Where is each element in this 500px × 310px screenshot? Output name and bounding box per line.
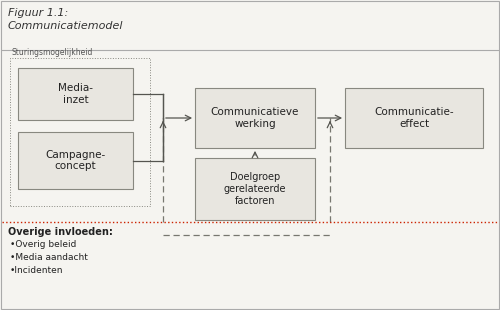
Bar [345, 88, 483, 148]
Bar [18, 132, 133, 189]
Bar [10, 58, 150, 206]
Bar [18, 68, 133, 120]
Text: Communicatie-
effect: Communicatie- effect [374, 107, 454, 129]
Text: Communicatiemodel: Communicatiemodel [8, 21, 123, 31]
Text: •Incidenten: •Incidenten [10, 266, 64, 275]
Bar [195, 158, 315, 220]
Text: Overige invloeden:: Overige invloeden: [8, 227, 113, 237]
Text: Media-
inzet: Media- inzet [58, 83, 93, 105]
Text: •Media aandacht: •Media aandacht [10, 253, 88, 262]
Bar [195, 88, 315, 148]
Text: Doelgroep
gerelateerde
factoren: Doelgroep gerelateerde factoren [224, 172, 286, 206]
Text: Campagne-
concept: Campagne- concept [46, 150, 106, 171]
Text: Figuur 1.1:: Figuur 1.1: [8, 8, 68, 18]
Text: Sturingsmogelijkheid: Sturingsmogelijkheid [12, 48, 94, 57]
Text: Communicatieve
werking: Communicatieve werking [211, 107, 299, 129]
Text: •Overig beleid: •Overig beleid [10, 240, 76, 249]
